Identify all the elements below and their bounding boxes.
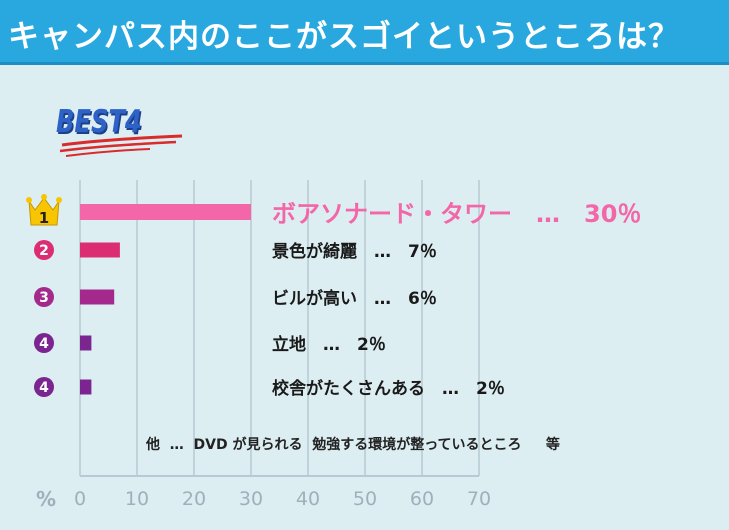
x-tick-label: 50 xyxy=(353,488,377,510)
bar-label: ビルが高い … 6％ xyxy=(272,288,437,309)
rank-badge xyxy=(34,240,54,260)
other-answers-note: 他 … DVD が見られる 勉強する環境が整っているところ 等 xyxy=(146,437,560,453)
x-axis-unit: % xyxy=(36,487,56,511)
crown-icon-tip xyxy=(56,197,62,203)
rank-icons: 1 2 3 4 4 xyxy=(26,194,62,397)
bar-labels: ボアソナード・タワー … 30％ 景色が綺麗 … 7％ ビルが高い … 6％ 立地 …… xyxy=(272,200,641,399)
crown-icon-tip xyxy=(41,194,47,200)
x-tick-label: 10 xyxy=(125,488,149,510)
bar xyxy=(80,242,120,258)
bar-label: 校舎がたくさんある … 2％ xyxy=(272,378,505,399)
x-tick-label: 40 xyxy=(296,488,320,510)
x-tick-label: 60 xyxy=(410,488,434,510)
rank-badge xyxy=(34,377,54,397)
rank-number: 4 xyxy=(39,336,49,352)
rank-number: 2 xyxy=(39,243,49,259)
crown-icon xyxy=(28,197,60,226)
grid-lines xyxy=(79,180,480,476)
crown-icon-tip xyxy=(26,197,32,203)
bar xyxy=(80,204,251,220)
bars-group xyxy=(80,204,251,395)
best4-badge: BEST4 xyxy=(56,104,142,140)
bar xyxy=(80,379,92,395)
rank-number: 1 xyxy=(39,209,49,227)
rank-badge xyxy=(34,333,54,353)
bar xyxy=(80,335,92,351)
bar-label: 景色が綺麗 … 7％ xyxy=(272,241,437,262)
x-tick-label: 20 xyxy=(182,488,206,510)
bar-label: 立地 … 2％ xyxy=(272,334,386,355)
rank-badge xyxy=(34,287,54,307)
x-tick-label: 70 xyxy=(467,488,491,510)
rank-number: 4 xyxy=(39,380,49,396)
header-bar: キャンパス内のここがスゴイというところは？ xyxy=(0,0,729,65)
page-title: キャンパス内のここがスゴイというところは？ xyxy=(8,19,680,55)
bar-label: ボアソナード・タワー … 30％ xyxy=(272,200,641,228)
x-tick-label: 30 xyxy=(239,488,263,510)
badge-underline xyxy=(59,134,183,157)
rank-number: 3 xyxy=(39,290,49,306)
x-tick-label: 0 xyxy=(74,488,86,510)
bar xyxy=(80,289,115,305)
x-axis: 0 10 20 30 40 50 60 70% xyxy=(36,475,491,511)
